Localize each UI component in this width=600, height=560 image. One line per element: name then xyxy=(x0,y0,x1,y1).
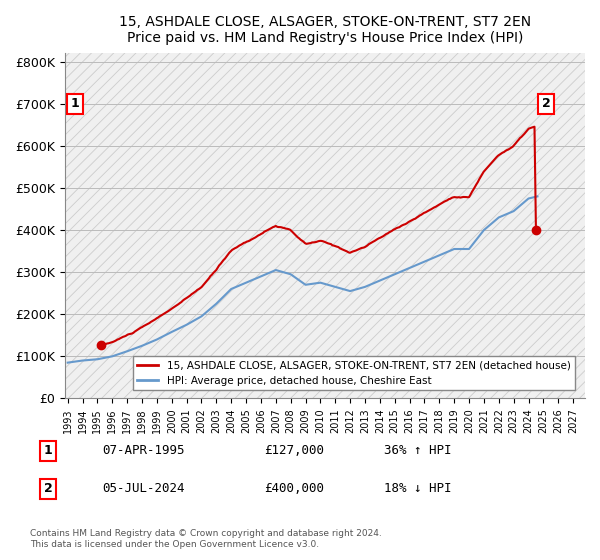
Legend: 15, ASHDALE CLOSE, ALSAGER, STOKE-ON-TRENT, ST7 2EN (detached house), HPI: Avera: 15, ASHDALE CLOSE, ALSAGER, STOKE-ON-TRE… xyxy=(133,356,575,390)
Title: 15, ASHDALE CLOSE, ALSAGER, STOKE-ON-TRENT, ST7 2EN
Price paid vs. HM Land Regis: 15, ASHDALE CLOSE, ALSAGER, STOKE-ON-TRE… xyxy=(119,15,531,45)
Text: 07-APR-1995: 07-APR-1995 xyxy=(102,444,185,458)
Text: £127,000: £127,000 xyxy=(264,444,324,458)
Text: Contains HM Land Registry data © Crown copyright and database right 2024.
This d: Contains HM Land Registry data © Crown c… xyxy=(30,529,382,549)
Text: 18% ↓ HPI: 18% ↓ HPI xyxy=(384,482,452,496)
Text: 36% ↑ HPI: 36% ↑ HPI xyxy=(384,444,452,458)
Text: 1: 1 xyxy=(44,444,52,458)
Text: 1: 1 xyxy=(71,97,80,110)
Text: 2: 2 xyxy=(44,482,52,496)
Text: 05-JUL-2024: 05-JUL-2024 xyxy=(102,482,185,496)
Text: £400,000: £400,000 xyxy=(264,482,324,496)
Text: 2: 2 xyxy=(542,97,551,110)
